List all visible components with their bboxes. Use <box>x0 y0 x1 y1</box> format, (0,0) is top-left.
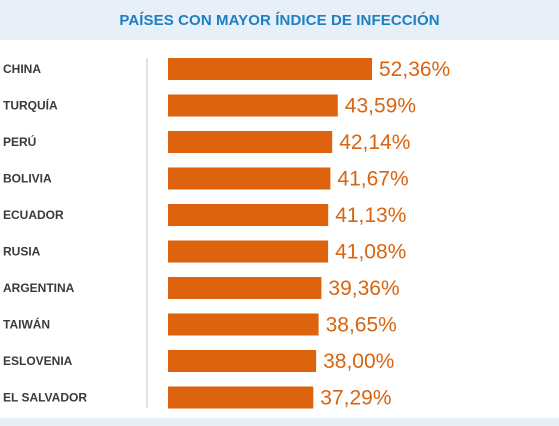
bar <box>168 350 317 372</box>
category-label: EL SALVADOR <box>3 391 87 405</box>
value-label: 42,14% <box>339 131 410 154</box>
bar <box>168 277 322 299</box>
bar <box>168 240 329 263</box>
bar <box>168 313 319 336</box>
bar <box>168 386 314 409</box>
bar <box>168 167 331 190</box>
bar <box>168 94 338 117</box>
category-label: ESLOVENIA <box>3 354 73 368</box>
value-label: 38,65% <box>326 314 397 337</box>
value-label: 39,36% <box>328 277 399 300</box>
category-label: PERÚ <box>3 134 36 149</box>
category-label: ECUADOR <box>3 208 64 222</box>
value-label: 41,13% <box>335 204 406 227</box>
category-label: RUSIA <box>3 245 41 259</box>
value-label: 38,00% <box>323 350 394 373</box>
value-label: 41,67% <box>337 168 408 191</box>
value-label: 37,29% <box>320 387 391 410</box>
category-label: ARGENTINA <box>3 281 75 295</box>
category-label: BOLIVIA <box>3 172 52 186</box>
value-label: 43,59% <box>345 95 416 118</box>
footer-strip <box>0 418 559 426</box>
bar <box>168 58 372 80</box>
chart-title: PAÍSES CON MAYOR ÍNDICE DE INFECCIÓN <box>119 11 440 29</box>
bar-chart: CHINA 52,36% TURQUÍA 43,59% PERÚ 42,14% BOLIVI… <box>3 58 450 410</box>
bar <box>168 131 333 153</box>
category-label: CHINA <box>3 62 41 76</box>
chart-header: PAÍSES CON MAYOR ÍNDICE DE INFECCIÓN <box>0 0 559 40</box>
category-label: TURQUÍA <box>3 98 58 113</box>
category-label: TAIWÁN <box>3 317 50 332</box>
value-label: 41,08% <box>335 241 406 264</box>
bar <box>168 204 329 226</box>
value-label: 52,36% <box>379 58 450 81</box>
